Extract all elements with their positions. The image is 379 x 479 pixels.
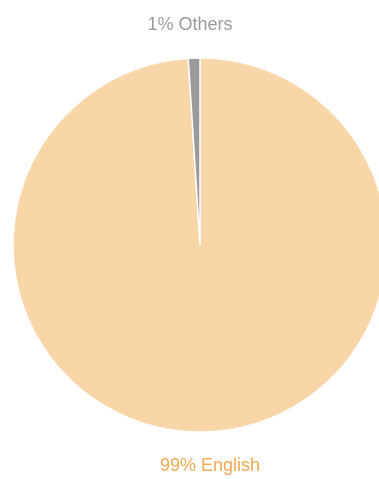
pie-slices [13, 58, 379, 432]
others-slice-label: 1% Others [147, 14, 232, 34]
english-slice-label: 99% English [160, 455, 260, 475]
